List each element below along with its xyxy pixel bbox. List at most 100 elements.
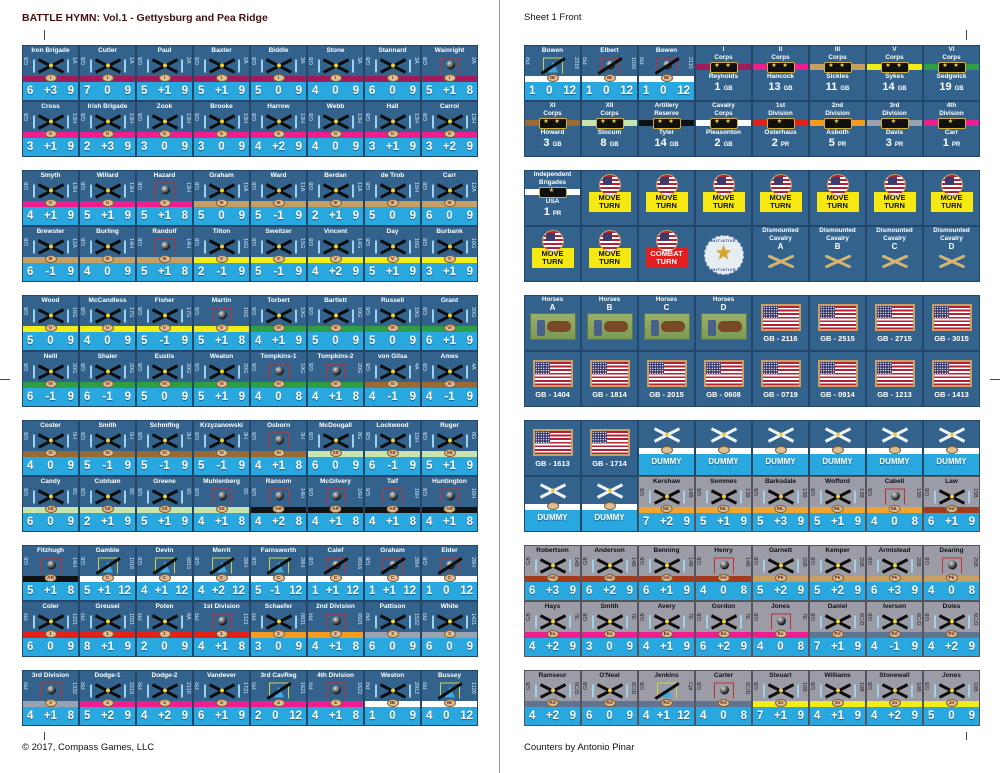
scenario-label: PR — [81, 682, 87, 690]
setup-code: 13B — [801, 488, 807, 498]
unit-name: Dodge-1 — [94, 672, 121, 679]
scenario-label: GB — [583, 682, 589, 690]
scenario-label: GB — [24, 238, 30, 246]
unit-symbol-inf — [317, 57, 354, 74]
corps-stripe: 3 — [365, 630, 420, 638]
unit-stats: 3 +1 9 — [23, 138, 78, 156]
setup-code: 11A — [242, 182, 248, 192]
unit-symbol-inf — [260, 57, 297, 74]
counter-row: Iron Brigade GB 1A I 6 +3 9 Cutler GB 1A I 7 0 9 Paul G… — [22, 45, 478, 101]
scenario-label: GB — [697, 557, 703, 565]
counter-irish-brigade: Irish Brigade GB 13H II 2 +3 9 — [79, 101, 136, 157]
us-flag-icon — [589, 429, 630, 456]
us-flag-icon — [646, 360, 687, 387]
unit-name: Zook — [156, 103, 173, 110]
unit-symbol-art — [149, 238, 181, 255]
formation-badge: I — [101, 74, 114, 82]
corps-stripe: 4 — [308, 699, 363, 707]
unit-symbol-inf — [648, 488, 685, 505]
unit-symbol-inf — [876, 682, 913, 699]
setup-code: 20G — [71, 363, 77, 374]
leader-name: USA — [545, 198, 560, 205]
counter-kemper: Kemper GB 25B Pk 5 +2 9 — [809, 545, 866, 601]
unit-name: Vincent — [323, 228, 348, 235]
corps-stripe: V — [422, 255, 477, 263]
formation-badge: I — [386, 74, 399, 82]
unit-stats: 5 +1 8 — [137, 207, 192, 225]
horses-picture — [586, 313, 633, 340]
scenario-label: GB — [754, 682, 760, 690]
unit-name: Tilton — [212, 228, 231, 235]
turn-marker-label: MOVE TURN — [702, 192, 745, 212]
setup-code: 16G — [413, 238, 419, 249]
unit-symbol-inf — [32, 238, 69, 255]
unit-symbol-cav — [92, 556, 124, 575]
counter-smyth: Smyth GB 13H II 4 +1 9 — [22, 170, 79, 226]
setup-code: 6C/D — [915, 613, 921, 626]
corps-stripe: ★ ★ — [639, 117, 694, 129]
unit-symbol-cav — [263, 556, 295, 575]
counter-dodge-1: Dodge-1 PR 2215 4 5 +2 9 — [79, 670, 136, 726]
unit-name: Osborn — [266, 422, 291, 429]
setup-code: 14H — [128, 238, 134, 249]
unit-name: Muhlenberg — [203, 478, 240, 485]
unit-name: Schaefer — [264, 603, 293, 610]
flag-label: GB - 0914 — [820, 390, 855, 399]
unit-name: 1st Division — [203, 603, 240, 610]
us-flag-icon — [883, 174, 906, 196]
setup-code: 9S — [185, 488, 191, 495]
unit-stats: 4 +1 8 — [194, 513, 249, 531]
counter-berdan: Berdan GB 11A III 2 +1 9 — [307, 170, 364, 226]
formation-badge: IB — [386, 699, 399, 707]
corps-stripe: IB — [582, 74, 637, 82]
formation-badge: XII — [215, 505, 228, 513]
leader-title: III — [834, 46, 841, 53]
setup-code: 13B — [915, 488, 921, 498]
registration-mark — [0, 379, 10, 380]
setup-code: 20G — [185, 363, 191, 374]
setup-code: 9S — [128, 488, 134, 495]
counter-jones: Jones GB 7E Ea 4 0 8 — [752, 601, 809, 657]
corps-stripe: Hd — [639, 574, 694, 582]
formation-badge: Rd — [603, 699, 616, 707]
unit-name: de Trob — [380, 172, 405, 179]
setup-code: 6C/D — [573, 682, 579, 695]
corps-stripe: II — [137, 199, 192, 207]
corps-stripe: XI — [365, 380, 420, 388]
leader-stars: ★ ★ — [823, 61, 852, 73]
horses-picture — [529, 313, 576, 340]
setup-code: 20G — [128, 363, 134, 374]
formation-badge: 4 — [158, 699, 171, 707]
corps-stripe: ML — [810, 505, 865, 513]
unit-name: Smith — [98, 422, 117, 429]
scenario-label: PR — [252, 682, 258, 690]
unit-name: Iverson — [882, 603, 907, 610]
unit-stats: 3 +2 9 — [422, 138, 477, 156]
unit-stats: 6 +3 9 — [867, 582, 922, 600]
unit-name: Bowen — [655, 47, 678, 54]
dummy-label: DUMMY — [525, 510, 580, 531]
leader-stars: ★ ★ — [937, 61, 966, 73]
unit-symbol-inf — [819, 613, 856, 630]
unit-name: Russell — [380, 297, 405, 304]
counter-row: Coster GB 5H XI 4 0 9 Smith GB 5H XI 5 -1 9 Schmlfng GB… — [22, 420, 478, 476]
us-flag-icon — [589, 360, 630, 387]
corps-stripe: Rd — [810, 630, 865, 638]
setup-code: 9S — [71, 488, 77, 495]
corps-stripe: C — [422, 574, 477, 582]
formation-badge: VI — [329, 380, 342, 388]
corps-stripe: VI — [194, 380, 249, 388]
unit-name: Paul — [157, 47, 172, 54]
unit-stats: 2 0 12 — [251, 707, 306, 725]
setup-code: 25B — [915, 557, 921, 567]
unit-stats: 4 +1 8 — [308, 513, 363, 531]
unit-symbol-inf — [431, 182, 468, 199]
unit-name: Shaler — [97, 353, 118, 360]
corps-stripe: I — [422, 74, 477, 82]
counter-poten: Poten PR 8A 1 2 0 9 — [136, 601, 193, 657]
